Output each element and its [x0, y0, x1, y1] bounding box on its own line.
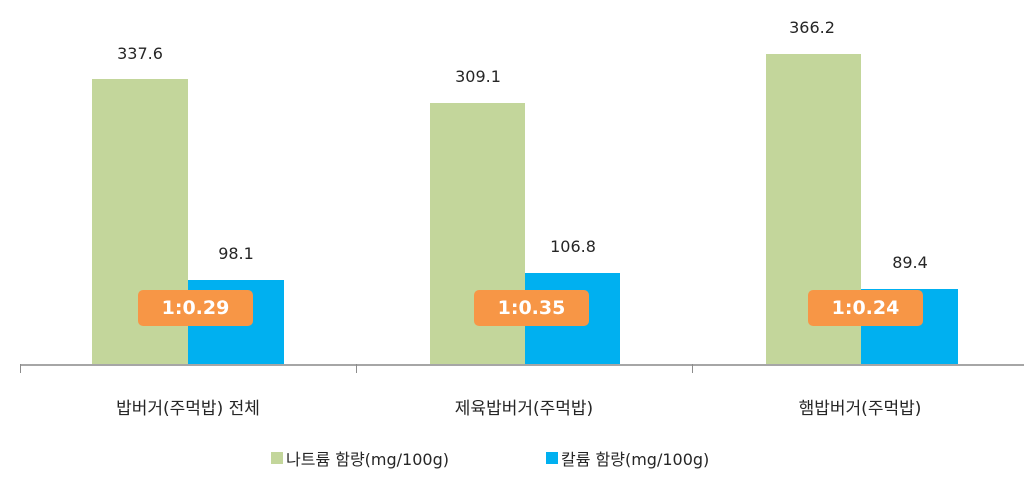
value-label-potassium-3: 89.4 [892, 253, 928, 272]
legend-item-sodium: 나트륨 함량(mg/100g) [271, 446, 449, 470]
ratio-badge-2: 1:0.35 [474, 290, 589, 326]
legend-label-sodium: 나트륨 함량(mg/100g) [286, 450, 449, 469]
value-label-sodium-2: 309.1 [455, 67, 501, 86]
ratio-badge-3: 1:0.24 [808, 290, 923, 326]
legend-label-potassium: 칼륨 함량(mg/100g) [561, 450, 710, 469]
x-tick-label-3: 햄밥버거(주먹밥) [798, 399, 922, 419]
x-tick-label-2: 제육밥버거(주먹밥) [454, 399, 594, 419]
x-axis [20, 364, 1024, 366]
legend-item-potassium: 칼륨 함량(mg/100g) [546, 446, 709, 470]
x-tick-label-1: 밥버거(주먹밥) 전체 [116, 399, 260, 419]
ratio-badge-1: 1:0.29 [138, 290, 253, 326]
x-axis-tick [692, 364, 693, 373]
value-label-potassium-2: 106.8 [550, 237, 596, 256]
legend-swatch-sodium-icon [271, 452, 283, 464]
value-label-sodium-3: 366.2 [789, 18, 835, 37]
value-label-potassium-1: 98.1 [218, 244, 254, 263]
x-axis-tick [356, 364, 357, 373]
x-axis-tick [20, 364, 21, 373]
value-label-sodium-1: 337.6 [117, 44, 163, 63]
legend-swatch-potassium-icon [546, 452, 558, 464]
